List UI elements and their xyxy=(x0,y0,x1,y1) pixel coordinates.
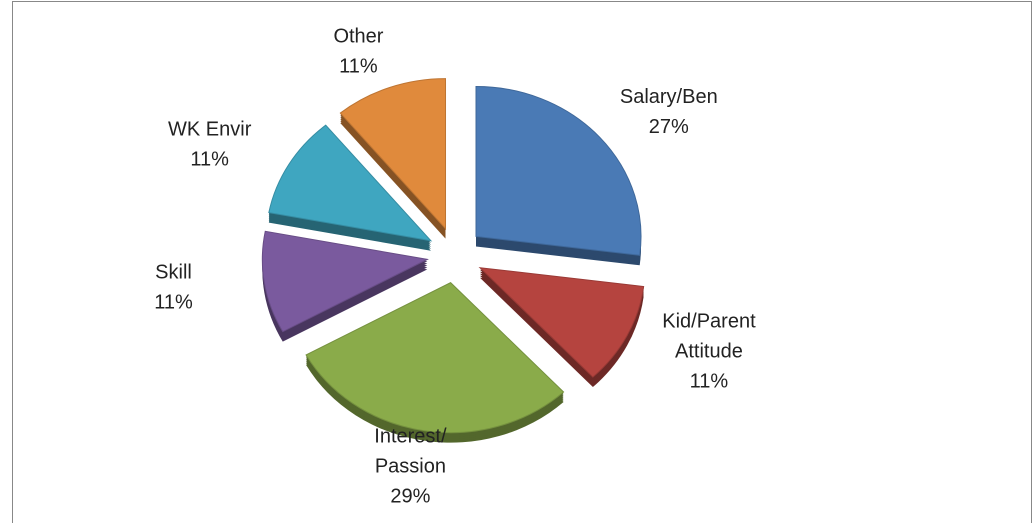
value-label: 11% xyxy=(154,292,193,314)
slice xyxy=(305,282,565,434)
slice xyxy=(268,124,433,242)
slice-label-line: Kid/Parent xyxy=(662,311,756,333)
slice-label: Skill 11% xyxy=(154,262,193,314)
slice-label-line: Salary/Ben xyxy=(620,86,718,108)
value-label: 29% xyxy=(390,486,430,508)
slice xyxy=(475,85,642,256)
slice-label: Kid/Parent Attitude 11% xyxy=(662,311,756,393)
slice-label: Salary/Ben 27% xyxy=(620,86,718,138)
slice xyxy=(339,78,447,230)
slice-label-line: WK Envir xyxy=(168,119,252,141)
value-label: 11% xyxy=(690,371,729,393)
value-label: 27% xyxy=(649,116,689,138)
slice-label-line: Interest/ xyxy=(374,426,447,448)
value-label: 11% xyxy=(190,149,229,171)
slice-label: Interest/Passion 29% xyxy=(374,426,447,508)
chart-frame xyxy=(12,1,1032,523)
slice-label-line: Skill xyxy=(155,262,192,284)
slice xyxy=(261,230,429,333)
value-label: 11% xyxy=(339,56,378,78)
slice-label-line: Other xyxy=(333,26,383,48)
slice-label: WK Envir 11% xyxy=(168,119,252,171)
slice xyxy=(478,267,645,378)
slice-label-line: Attitude xyxy=(675,341,743,363)
slice-label: Other 11% xyxy=(333,26,383,78)
slice-label-line: Passion xyxy=(375,456,446,478)
